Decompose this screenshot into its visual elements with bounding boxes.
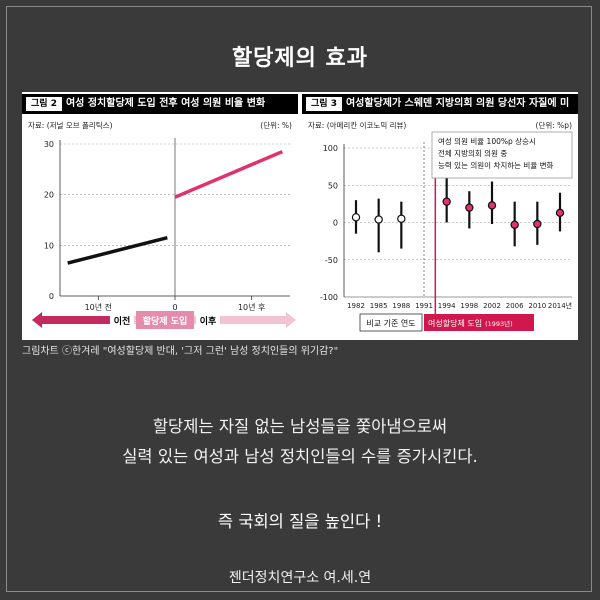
- figure2-point: [510, 220, 519, 229]
- figure2-annotation-line1: 여성 의원 비율 100%p 상승시: [438, 136, 536, 146]
- figure2-point: [487, 201, 497, 210]
- figure1-arrow-left-head: [32, 312, 42, 328]
- figure2-header: 그림 3 여성할당제가 스웨덴 지방의회 의원 당선자 자질에 미친 효과: [302, 94, 578, 129]
- figure2-intro-box: [424, 314, 534, 331]
- body-line-2: 실력 있는 여성과 남성 정치인들의 수를 증가시킨다.: [122, 447, 478, 466]
- conclusion-text: 즉 국회의 질을 높인다 !: [217, 512, 383, 531]
- figure1-tag: 그림 2: [26, 97, 62, 111]
- figure1-arrow-after-label: 이후: [200, 315, 217, 327]
- figure1-y-tick: 30: [44, 140, 54, 149]
- footer-org-name: 젠더정치연구소 여.세.연: [228, 570, 372, 586]
- figure-quota-before-after: 그림 2 여성 정치할당제 도입 전후 여성 의원 비율 변화 자료: (저널 오…: [22, 92, 298, 340]
- body-line-1: 할당제는 자질 없는 남성들을 쫓아냄으로써: [152, 417, 448, 436]
- figure2-annotation-line3: 능력 있는 의원이 차지하는 비율 변화: [438, 160, 554, 170]
- figure1-header-text: 여성 정치할당제 도입 전후 여성 의원 비율 변화: [65, 98, 266, 109]
- figure2-point: [555, 208, 565, 218]
- figure2-y-tick: -100: [320, 293, 338, 302]
- figure2-point: [351, 213, 361, 222]
- figure2-intro-year: (1993년): [485, 319, 513, 328]
- figure1-arrow-before-box: [110, 311, 134, 329]
- figure1-series-line-after: [174, 149, 284, 199]
- figure2-point: [442, 197, 451, 206]
- figure2-x-tick: 1991: [415, 302, 433, 310]
- frame-border: [6, 6, 592, 592]
- figure1-arrow-after-box: [196, 311, 220, 329]
- figure2-point: [465, 203, 474, 212]
- figure2-x-tick: 1994: [438, 302, 456, 310]
- figure1-arrow-before-label: 이전: [114, 315, 131, 327]
- figure2-point: [397, 214, 406, 223]
- figure2-compare-label: 비교 기준 연도: [366, 319, 415, 328]
- figure1-unit: (단위: %): [260, 121, 292, 130]
- figure1-series-line-before: [67, 236, 168, 265]
- figure2-x-tick: 2014년: [548, 301, 572, 310]
- figure2-x-tick: 2002: [483, 302, 501, 310]
- figure2-y-tick: 0: [333, 219, 338, 228]
- figure2-annotation-line2: 전체 지방의회 의원 중: [438, 148, 507, 158]
- figure2-annotation-box: [431, 131, 573, 179]
- figure2-intro-text: 여성할당제 도입: [428, 318, 482, 328]
- figure1-y-tick: 10: [44, 241, 54, 250]
- figure2-compare-box: [359, 313, 423, 332]
- figure2-x-tick: 1988: [392, 302, 410, 310]
- figure1-header: 그림 2 여성 정치할당제 도입 전후 여성 의원 비율 변화: [22, 94, 298, 114]
- figure2-tag: 그림 3: [306, 97, 342, 111]
- figure1-source: 자료: (저널 오브 폴리틱스): [28, 121, 113, 130]
- figure-sweden-council-quality: 그림 3 여성할당제가 스웨덴 지방의회 의원 당선자 자질에 미친 효과 자료:…: [302, 92, 578, 340]
- figure2-x-tick: 1982: [347, 302, 365, 310]
- figure2-unit: (단위: %p): [535, 121, 572, 130]
- figure2-y-tick: 50: [328, 181, 338, 190]
- figure1-y-tick: 0: [49, 292, 54, 301]
- figure1-arrow-center-box: [136, 311, 194, 329]
- figure1-y-tick: 20: [44, 191, 54, 200]
- figure2-x-tick: 2006: [506, 302, 524, 310]
- figure2-x-tick: 1998: [460, 302, 478, 310]
- figure2-y-tick: 100: [323, 144, 338, 153]
- figure2-header-text: 여성할당제가 스웨덴 지방의회 의원 당선자 자질에 미친 효과: [302, 98, 570, 129]
- figure2-x-tick: 2010: [528, 302, 546, 310]
- charts-panel: 그림 2 여성 정치할당제 도입 전후 여성 의원 비율 변화 자료: (저널 오…: [22, 92, 578, 340]
- figure1-arrow-left-dark: [42, 316, 122, 324]
- figure2-chart: 100 50 0 -50 -100 1982 1985 1988 1991 1994 1998 200…: [320, 131, 573, 332]
- figure2-source: 자료: (아메리칸 이코노믹 리뷰): [308, 121, 407, 130]
- figure2-y-tick: -50: [325, 256, 338, 265]
- figure1-chart: 30 20 10 0 10년 전 0 10년 후 이전 할당제 도입 이후: [32, 138, 296, 329]
- figure2-point: [533, 219, 542, 229]
- figure1-x-tick: 10년 전: [85, 302, 112, 312]
- image-caption: 그림차트 ⓒ한겨레 "여성할당제 반대, '그저 그런' 남성 정치인들의 위기…: [22, 346, 339, 357]
- page-title: 할당제의 효과: [231, 46, 369, 71]
- figure2-x-tick: 1985: [370, 302, 388, 310]
- figure2-point: [374, 215, 383, 224]
- figure2-intro-label: 여성할당제 도입 (1993년): [428, 318, 513, 328]
- figure1-x-tick: 0: [172, 303, 177, 312]
- figure1-x-tick: 10년 후: [238, 302, 265, 312]
- body-paragraph: 할당제는 자질 없는 남성들을 쫓아냄으로써 실력 있는 여성과 남성 정치인들…: [0, 412, 600, 472]
- figure1-arrow-center-label: 할당제 도입: [143, 315, 188, 327]
